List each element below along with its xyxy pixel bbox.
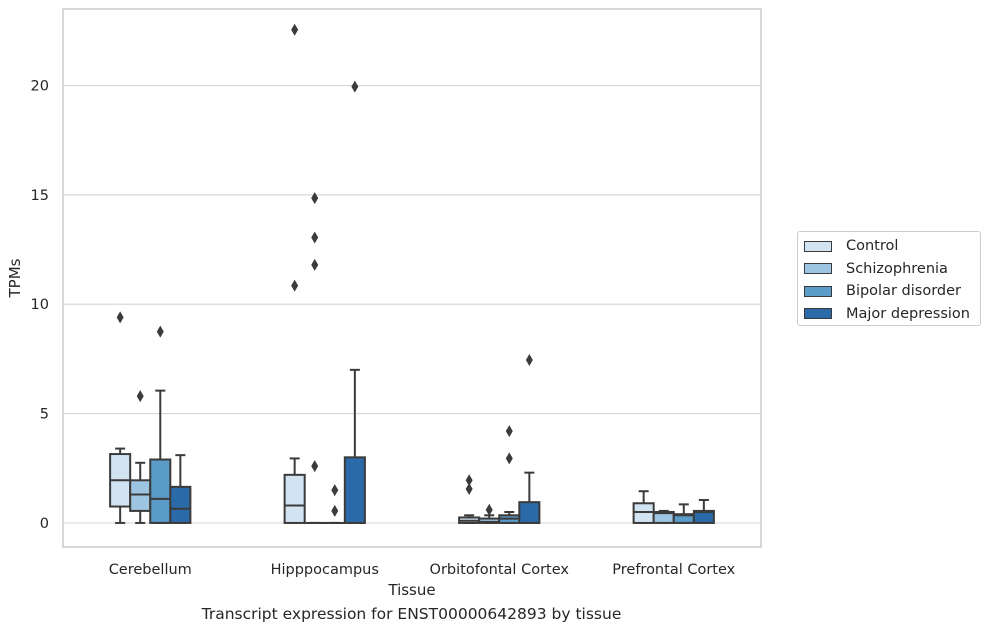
box-schizophrenia [303,192,326,524]
legend-label-schizophrenia: Schizophrenia [846,260,948,277]
outlier-point [331,484,339,497]
plot-area [63,9,761,547]
outlier-point [116,311,124,324]
box-schizophrenia [652,509,675,524]
y-tick-label: 0 [40,516,49,532]
box-bipolar-disorder [323,484,346,524]
legend-item-major-depression: Major depression [804,303,980,326]
box-control [632,490,655,524]
box-bipolar-disorder [498,425,521,524]
outlier-point [505,452,513,465]
box-major-depression [343,80,366,524]
box-major-depression [518,354,541,524]
outlier-point [291,279,299,292]
box-bipolar-disorder [672,503,695,524]
outlier-point [311,231,319,244]
box-schizophrenia [129,390,152,524]
x-axis-label: Tissue [387,581,435,599]
legend-label-control: Control [846,238,899,255]
legend-label-major-depression: Major depression [846,305,970,322]
legend-label-bipolar-disorder: Bipolar disorder [846,283,961,300]
iqr-box [343,456,366,524]
legend-item-bipolar-disorder: Bipolar disorder [804,280,980,303]
outlier-point [465,483,473,496]
legend: Control Schizophrenia Bipolar disorder M… [797,231,981,326]
iqr-box [692,509,715,524]
iqr-box [632,502,655,524]
x-tick-label: Prefrontal Cortex [612,562,735,578]
box-control [283,23,306,524]
iqr-box [169,485,192,524]
outlier-point [136,390,144,403]
plot-frame [62,8,762,548]
outlier-point [505,425,513,438]
outlier-point [485,503,493,516]
box-control [458,474,481,524]
outlier-point [311,258,319,271]
legend-swatch-bipolar-disorder [804,285,832,297]
y-tick-label: 15 [31,188,49,204]
iqr-box [518,501,541,524]
outlier-point [156,325,164,338]
outlier-point [311,192,319,205]
outlier-point [311,460,319,473]
iqr-box [129,479,152,512]
outlier-point [351,80,359,93]
outlier-point [331,504,339,517]
outlier-point [291,23,299,36]
x-tick-label: Orbitofontal Cortex [430,562,570,578]
x-tick-label: Hipppocampus [271,562,379,578]
legend-swatch-control [804,240,832,252]
legend-swatch-schizophrenia [804,263,832,275]
y-tick-label: 10 [31,297,49,313]
x-tick-label: Cerebellum [109,562,192,578]
iqr-box [283,473,306,524]
iqr-box [149,458,172,524]
box-major-depression [692,498,715,524]
box-major-depression [169,454,192,524]
y-axis-label: TPMs [6,258,24,298]
legend-swatch-major-depression [804,308,832,320]
outlier-point [465,474,473,487]
outlier-point [525,354,533,367]
legend-item-schizophrenia: Schizophrenia [804,258,980,281]
y-tick-label: 5 [40,407,49,423]
y-tick-label: 20 [31,79,49,95]
chart-caption: Transcript expression for ENST0000064289… [201,605,622,623]
legend-item-control: Control [804,235,980,258]
